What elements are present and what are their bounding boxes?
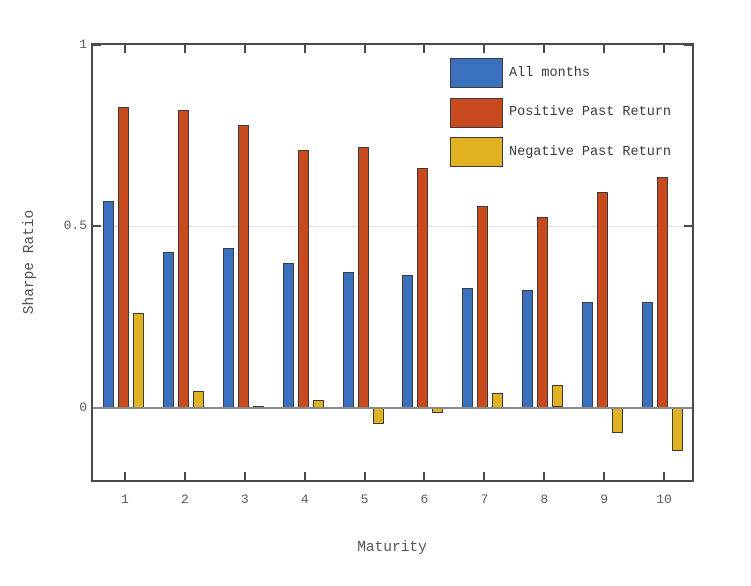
y-tick-label-0: 0 xyxy=(79,399,87,415)
plot-area xyxy=(91,43,694,482)
bar-all-months-4 xyxy=(282,262,294,408)
legend-label-all-months: All months xyxy=(509,65,591,81)
bar-positive-past-return-9 xyxy=(597,191,609,408)
bar-all-months-9 xyxy=(582,302,594,408)
x-tick-bottom-4 xyxy=(303,472,306,480)
zero-line xyxy=(93,406,692,409)
x-tick-bottom-6 xyxy=(423,472,426,480)
x-tick-label-9: 9 xyxy=(600,492,609,507)
bar-all-months-2 xyxy=(162,251,174,408)
bar-negative-past-return-8 xyxy=(552,385,564,408)
x-tick-top-10 xyxy=(663,45,666,53)
bar-all-months-5 xyxy=(342,271,354,408)
bar-all-months-3 xyxy=(222,248,234,408)
legend-item-all-months: All months xyxy=(450,58,590,88)
x-tick-bottom-9 xyxy=(603,472,606,480)
x-tick-top-5 xyxy=(363,45,366,53)
legend-item-positive-past-return: Positive Past Return xyxy=(450,97,672,128)
y-tick-label-1: 1 xyxy=(79,37,87,52)
x-axis-title: Maturity xyxy=(357,540,427,556)
bar-negative-past-return-5 xyxy=(372,407,384,424)
x-tick-label-4: 4 xyxy=(300,492,309,507)
x-tick-top-2 xyxy=(183,45,186,53)
bar-negative-past-return-7 xyxy=(492,393,504,408)
x-tick-label-1: 1 xyxy=(121,492,129,507)
x-tick-top-7 xyxy=(483,45,486,53)
bar-positive-past-return-10 xyxy=(657,177,669,408)
gridline-y-0.5 xyxy=(93,225,692,227)
y-axis-title: Sharpe Ratio xyxy=(22,209,38,315)
x-tick-label-5: 5 xyxy=(360,492,369,507)
bar-all-months-8 xyxy=(522,289,534,408)
x-tick-label-6: 6 xyxy=(420,492,429,507)
bar-negative-past-return-9 xyxy=(612,407,624,433)
legend-swatch-all-months xyxy=(450,58,503,88)
x-tick-bottom-5 xyxy=(363,472,366,480)
legend-swatch-positive-past-return xyxy=(450,97,503,128)
y-tick-label-0.5: 0.5 xyxy=(63,218,87,234)
bar-positive-past-return-7 xyxy=(477,206,489,408)
legend-item-negative-past-return: Negative Past Return xyxy=(450,137,671,167)
bar-all-months-6 xyxy=(402,275,414,408)
x-tick-label-10: 10 xyxy=(656,492,672,507)
bar-positive-past-return-8 xyxy=(537,217,549,408)
x-tick-top-6 xyxy=(423,45,426,53)
x-tick-bottom-3 xyxy=(243,472,246,480)
x-tick-label-3: 3 xyxy=(240,492,249,507)
bar-positive-past-return-3 xyxy=(237,124,249,408)
legend-label-negative-past-return: Negative Past Return xyxy=(509,144,672,160)
bar-positive-past-return-5 xyxy=(357,146,369,408)
bar-negative-past-return-1 xyxy=(132,313,144,408)
x-tick-bottom-7 xyxy=(483,472,486,480)
bar-positive-past-return-6 xyxy=(417,168,429,408)
x-tick-label-2: 2 xyxy=(180,492,189,507)
bar-all-months-7 xyxy=(462,287,474,408)
x-tick-top-4 xyxy=(303,45,306,53)
legend-swatch-negative-past-return xyxy=(450,137,503,167)
bar-all-months-1 xyxy=(102,200,114,408)
x-tick-bottom-1 xyxy=(123,472,126,480)
x-tick-label-7: 7 xyxy=(480,492,489,507)
bar-positive-past-return-1 xyxy=(117,106,129,408)
legend-label-positive-past-return: Positive Past Return xyxy=(509,105,672,120)
bar-all-months-10 xyxy=(642,302,654,408)
x-tick-bottom-10 xyxy=(663,472,666,480)
bar-positive-past-return-4 xyxy=(297,150,309,408)
x-tick-top-1 xyxy=(123,45,126,53)
y-tick-right-1 xyxy=(684,44,692,46)
y-tick-right-0.5 xyxy=(684,225,692,228)
x-tick-top-8 xyxy=(543,45,546,53)
y-tick-left-0.5 xyxy=(93,225,101,228)
bar-negative-past-return-10 xyxy=(672,407,684,451)
bar-positive-past-return-2 xyxy=(177,110,189,408)
x-tick-label-8: 8 xyxy=(540,492,549,507)
x-tick-top-3 xyxy=(243,45,246,53)
x-tick-bottom-8 xyxy=(543,472,546,480)
x-tick-top-9 xyxy=(603,45,606,53)
x-tick-bottom-2 xyxy=(183,472,186,480)
bar-negative-past-return-2 xyxy=(192,391,204,408)
y-tick-left-1 xyxy=(93,44,101,46)
